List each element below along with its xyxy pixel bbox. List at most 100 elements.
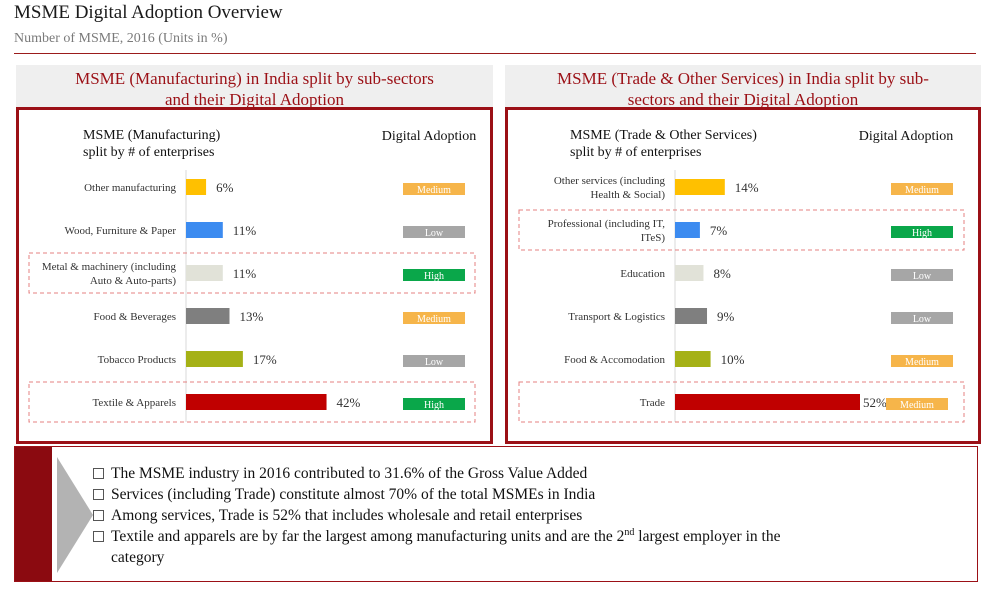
adoption-label: Medium <box>417 185 451 196</box>
adoption-badge <box>891 269 953 281</box>
value-label: 13% <box>240 309 264 324</box>
adoption-badge <box>891 183 953 195</box>
adoption-badge <box>403 226 465 238</box>
bar <box>186 179 207 195</box>
category-label: Wood, Furniture & Paper <box>64 225 176 237</box>
chart-header-line: split by # of enterprises <box>570 145 701 160</box>
adoption-badge <box>403 355 465 367</box>
category-label: Transport & Logistics <box>568 311 665 323</box>
bar <box>186 308 230 324</box>
bar <box>675 394 860 410</box>
adoption-label: High <box>424 271 444 282</box>
insight-superscript: nd <box>624 526 635 538</box>
manufacturing-panel: MSME (Manufacturing) split by # of enterp… <box>16 107 493 444</box>
checkbox-bullet-icon <box>93 531 104 542</box>
insight-text: Among services, Trade is 52% that includ… <box>111 507 583 524</box>
category-label: Education <box>620 268 665 280</box>
adoption-label: High <box>912 228 932 239</box>
value-label: 10% <box>721 352 745 367</box>
adoption-badge <box>403 398 465 410</box>
page-title: MSME Digital Adoption Overview <box>14 2 283 23</box>
bar <box>186 351 243 367</box>
adoption-label: Medium <box>900 400 934 411</box>
bar <box>186 222 223 238</box>
insight-text: Services (including Trade) constitute al… <box>111 486 596 503</box>
adoption-label: Medium <box>417 314 451 325</box>
adoption-badge <box>891 312 953 324</box>
insight-text: largest employer in the <box>634 528 781 545</box>
insight-item: Services (including Trade) constitute al… <box>93 484 893 505</box>
insight-text: The MSME industry in 2016 contributed to… <box>111 465 588 482</box>
category-label: Trade <box>640 397 665 409</box>
bar <box>186 265 223 281</box>
adoption-badge <box>403 183 465 195</box>
category-label: Other manufacturing <box>84 182 176 194</box>
right-panel-title-line2: sectors and their Digital Adoption <box>627 90 859 109</box>
category-label: ITeS) <box>641 232 666 244</box>
value-label: 17% <box>253 352 277 367</box>
category-label: Tobacco Products <box>98 354 176 366</box>
insights-list: The MSME industry in 2016 contributed to… <box>93 463 893 568</box>
chart-header-line: split by # of enterprises <box>83 145 214 160</box>
category-label: Professional (including IT, <box>548 218 666 230</box>
category-label: Food & Beverages <box>94 311 176 323</box>
page-subtitle: Number of MSME, 2016 (Units in %) <box>14 31 228 46</box>
adoption-badge <box>403 269 465 281</box>
adoption-label: Medium <box>905 185 939 196</box>
value-label: 14% <box>735 180 759 195</box>
highlight-box <box>28 252 476 294</box>
highlight-box <box>518 381 965 423</box>
category-label: Auto & Auto-parts) <box>90 275 176 287</box>
adoption-label: Low <box>425 357 444 368</box>
highlight-box <box>28 381 476 423</box>
adoption-badge <box>403 312 465 324</box>
adoption-label: Low <box>425 228 444 239</box>
bar <box>675 308 708 324</box>
adoption-label: Low <box>913 314 932 325</box>
value-label: 42% <box>337 395 361 410</box>
value-label: 52% <box>863 395 887 410</box>
bar <box>675 265 704 281</box>
category-label: Health & Social) <box>590 189 665 201</box>
chevron-arrow-icon <box>57 457 93 573</box>
bar <box>675 222 700 238</box>
chart-header-line: MSME (Trade & Other Services) <box>570 128 757 143</box>
digital-adoption-header: Digital Adoption <box>382 129 477 144</box>
right-panel-title-line1: MSME (Trade & Other Services) in India s… <box>557 69 929 88</box>
value-label: 8% <box>713 266 731 281</box>
left-panel-title-line2: and their Digital Adoption <box>165 90 344 109</box>
chart-header-line: MSME (Manufacturing) <box>83 128 221 143</box>
bar <box>675 179 725 195</box>
manufacturing-chart: MSME (Manufacturing) split by # of enterp… <box>28 128 477 423</box>
checkbox-bullet-icon <box>93 510 104 521</box>
services-panel: MSME (Trade & Other Services) split by # … <box>505 107 981 444</box>
value-label: 11% <box>233 266 257 281</box>
left-panel-title-line1: MSME (Manufacturing) in India split by s… <box>75 69 434 88</box>
category-label: Other services (including <box>554 175 666 187</box>
insight-text: Textile and apparels are by far the larg… <box>111 528 625 545</box>
bar <box>675 351 711 367</box>
insight-item: Among services, Trade is 52% that includ… <box>93 505 893 526</box>
header-divider <box>14 53 976 54</box>
adoption-label: Medium <box>905 357 939 368</box>
value-label: 6% <box>216 180 234 195</box>
value-label: 7% <box>710 223 728 238</box>
digital-adoption-header: Digital Adoption <box>859 129 954 144</box>
adoption-badge <box>886 398 948 410</box>
services-chart: MSME (Trade & Other Services) split by # … <box>518 128 965 423</box>
insight-item: The MSME industry in 2016 contributed to… <box>93 463 893 484</box>
value-label: 11% <box>233 223 257 238</box>
checkbox-bullet-icon <box>93 489 104 500</box>
adoption-badge <box>891 355 953 367</box>
checkbox-bullet-icon <box>93 468 104 479</box>
value-label: 9% <box>717 309 735 324</box>
left-panel-title: MSME (Manufacturing) in India split by s… <box>16 65 493 109</box>
right-panel-title: MSME (Trade & Other Services) in India s… <box>505 65 981 109</box>
key-insights-callout: The MSME industry in 2016 contributed to… <box>14 446 978 582</box>
callout-accent-band <box>15 447 52 581</box>
adoption-label: High <box>424 400 444 411</box>
adoption-label: Low <box>913 271 932 282</box>
bar <box>186 394 327 410</box>
insight-text: category <box>111 549 165 566</box>
category-label: Textile & Apparels <box>92 397 176 409</box>
